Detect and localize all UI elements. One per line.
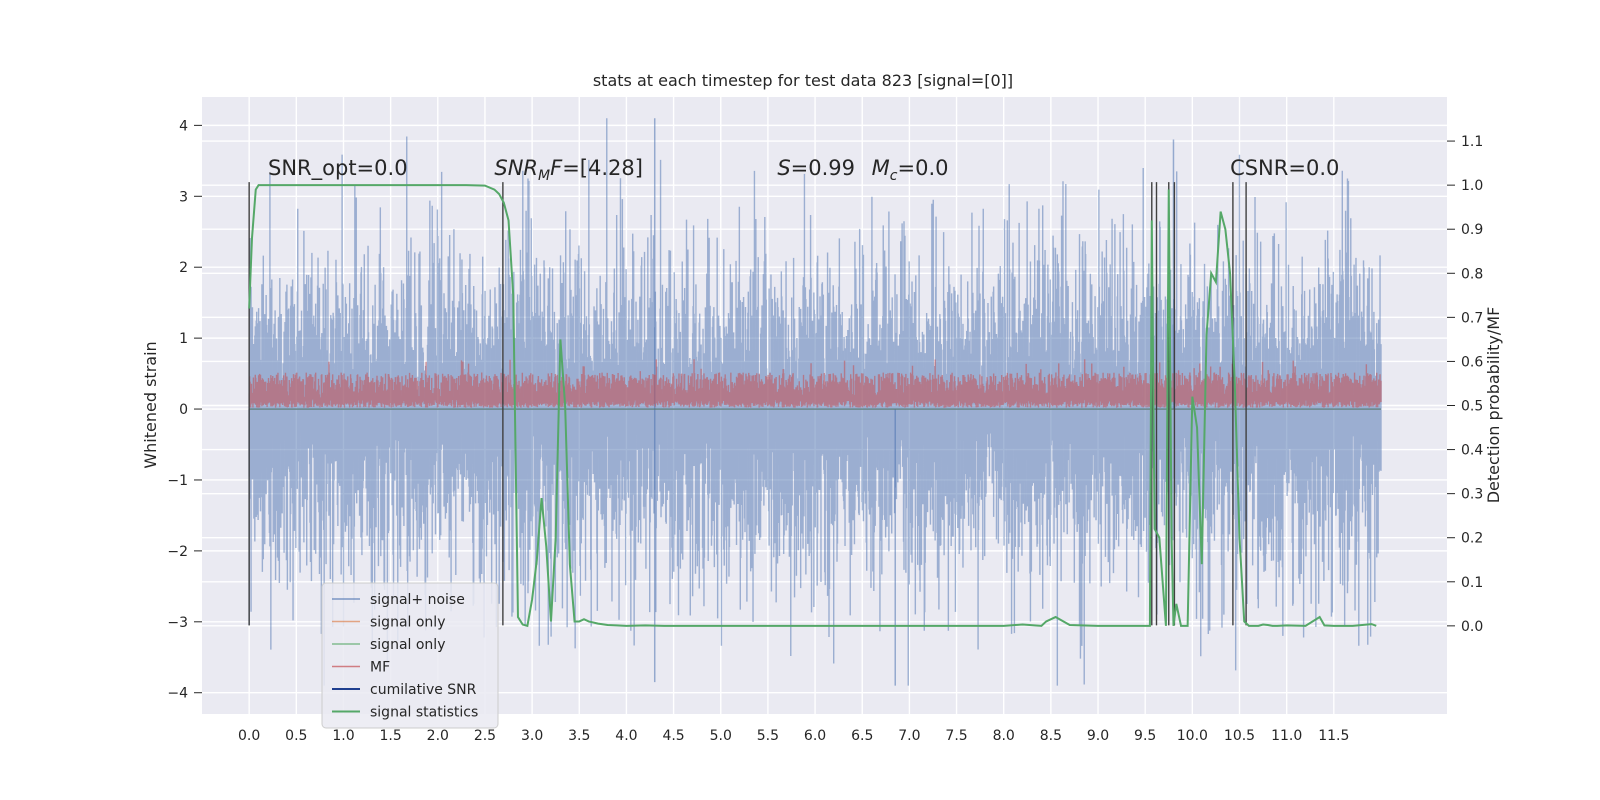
legend-box (321, 582, 499, 729)
legend: signal+ noise signal only signal only MF cum… (321, 582, 499, 729)
x-tick-label: 5.0 (710, 728, 732, 744)
x-tick-label: 3.5 (568, 728, 590, 744)
y2-tick-label: 0.5 (1461, 399, 1483, 415)
annotation-mc: Mc=0.0 (872, 156, 949, 184)
x-tick-label: 9.0 (1087, 728, 1109, 744)
legend-label: cumilative SNR (370, 682, 477, 698)
x-tick-label: 4.0 (615, 728, 637, 744)
y2-tick-label: 0.9 (1461, 222, 1483, 238)
x-tick-label: 2.0 (427, 728, 449, 744)
x-tick-label: 7.0 (898, 728, 920, 744)
y2-tick-label: 0.6 (1461, 354, 1483, 370)
legend-label: signal only (370, 615, 445, 631)
y-tick-label: 3 (179, 189, 188, 205)
x-tick-label: 0.0 (238, 728, 260, 744)
legend-label: signal only (370, 637, 445, 653)
y-axis-label: Whitened strain (141, 341, 160, 468)
x-tick-label: 11.0 (1271, 728, 1302, 744)
x-tick-label: 10.5 (1224, 728, 1255, 744)
y-tick-label: −2 (167, 544, 188, 560)
y2-tick-label: 1.0 (1461, 178, 1483, 194)
annotation-s: S=0.99 (777, 156, 855, 180)
y2-tick-label: 0.4 (1461, 443, 1483, 459)
y-tick-label: −3 (167, 615, 188, 631)
x-tick-label: 0.5 (285, 728, 307, 744)
annotation-snr-mf: SNRMF=[4.28] (494, 156, 643, 184)
x-tick-label: 5.5 (757, 728, 779, 744)
annotation-snr-opt: SNR_opt=0.0 (268, 156, 408, 181)
x-tick-label: 10.0 (1177, 728, 1208, 744)
y2-tick-label: 0.8 (1461, 266, 1483, 282)
legend-label: signal+ noise (370, 592, 465, 608)
x-tick-label: 7.5 (945, 728, 967, 744)
y2-axis-label: Detection probability/MF (1484, 307, 1503, 504)
x-tick-label: 8.5 (1040, 728, 1062, 744)
y2-tick-label: 0.2 (1461, 531, 1483, 547)
y-tick-label: 2 (179, 260, 188, 276)
y-tick-label: −1 (167, 473, 188, 489)
x-tick-label: 9.5 (1134, 728, 1156, 744)
y2-tick-label: 0.3 (1461, 487, 1483, 503)
annotation-csnr: CSNR=0.0 (1230, 156, 1339, 180)
series-signal-statistics-path (248, 184, 1377, 628)
y2-tick-label: 0.7 (1461, 310, 1483, 326)
x-tick-label: 11.5 (1318, 728, 1349, 744)
y2-tick-label: 0.1 (1461, 575, 1483, 591)
y-tick-label: 4 (179, 118, 188, 134)
chart-title: stats at each timestep for test data 823… (593, 71, 1013, 90)
y-tick-label: −4 (167, 686, 188, 702)
x-tick-label: 6.0 (804, 728, 826, 744)
x-tick-label: 2.5 (474, 728, 496, 744)
y-tick-label: 0 (179, 402, 188, 418)
x-tick-label: 6.5 (851, 728, 873, 744)
y2-tick-label: 1.1 (1461, 134, 1483, 150)
x-tick-label: 3.0 (521, 728, 543, 744)
x-tick-label: 1.5 (380, 728, 402, 744)
legend-label: MF (370, 660, 390, 676)
x-tick-label: 1.0 (332, 728, 354, 744)
y-tick-label: 1 (179, 331, 188, 347)
x-tick-label: 8.0 (993, 728, 1015, 744)
series-group (248, 118, 1382, 686)
legend-label: signal statistics (370, 705, 478, 721)
y2-tick-label: 0.0 (1461, 619, 1483, 635)
x-tick-label: 4.5 (662, 728, 684, 744)
